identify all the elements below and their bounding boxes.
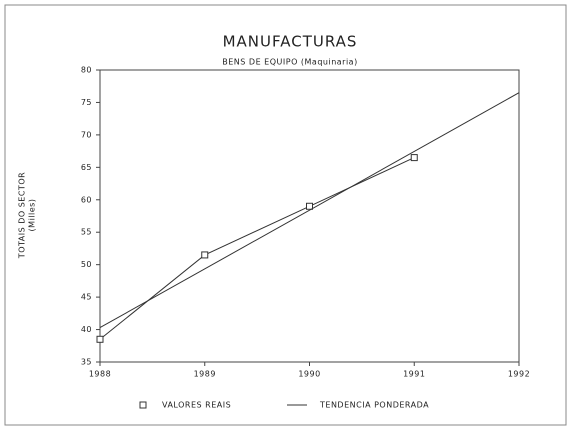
plot-frame [99,69,520,363]
x-tick-label: 1992 [508,370,530,379]
y-tick-label: 35 [81,358,92,367]
y-tick-label: 80 [81,66,92,75]
y-tick-label: 55 [81,228,92,237]
x-tick-label: 1990 [298,370,320,379]
y-tick-label: 65 [81,163,92,172]
x-tick-label: 1991 [403,370,425,379]
series-line [99,92,520,329]
x-tick-label: 1988 [89,370,111,379]
y-tick-label: 70 [81,130,92,139]
data-point [201,251,209,259]
chart-subtitle: BENS DE EQUIPO (Maquinaria) [222,58,357,67]
y-axis-label: TOTAIS DO SECTOR [18,172,27,259]
legend-marker [139,401,147,409]
chart-title: MANUFACTURAS [223,33,358,51]
y-axis-label: (Milles) [28,199,37,232]
data-point [306,202,313,210]
frame [4,4,567,426]
legend-label: TENDENCIA PONDERADA [319,401,429,410]
y-tick-label: 75 [81,98,92,107]
legend-label: VALORES REAIS [162,401,231,410]
y-tick-label: 40 [81,325,92,334]
y-tick-label: 45 [81,293,92,302]
data-point [96,335,104,343]
y-tick-label: 50 [81,260,92,269]
x-tick-label: 1989 [194,370,216,379]
series-line [99,157,415,340]
y-tick-label: 60 [81,195,92,204]
data-point [410,154,418,162]
